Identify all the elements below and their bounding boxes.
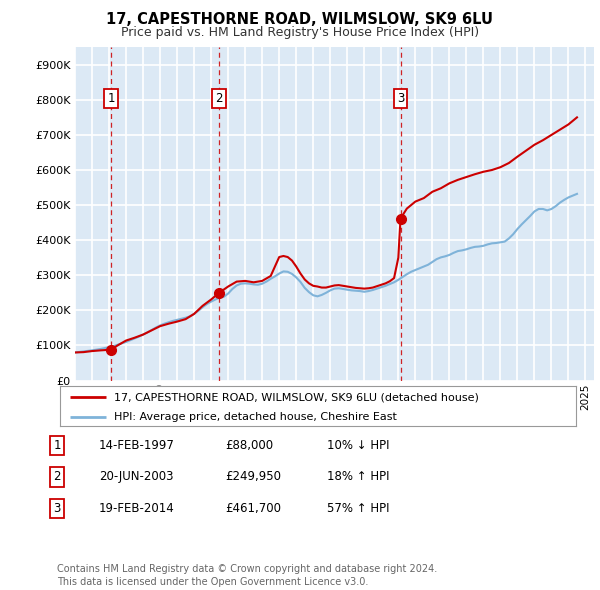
Text: 10% ↓ HPI: 10% ↓ HPI bbox=[327, 439, 389, 452]
Text: 2: 2 bbox=[53, 470, 61, 483]
Text: 57% ↑ HPI: 57% ↑ HPI bbox=[327, 502, 389, 515]
Text: 1: 1 bbox=[107, 93, 115, 106]
Text: 3: 3 bbox=[53, 502, 61, 515]
Text: 14-FEB-1997: 14-FEB-1997 bbox=[99, 439, 175, 452]
Text: Price paid vs. HM Land Registry's House Price Index (HPI): Price paid vs. HM Land Registry's House … bbox=[121, 26, 479, 39]
Text: 17, CAPESTHORNE ROAD, WILMSLOW, SK9 6LU: 17, CAPESTHORNE ROAD, WILMSLOW, SK9 6LU bbox=[107, 12, 493, 27]
Text: £461,700: £461,700 bbox=[225, 502, 281, 515]
Text: Contains HM Land Registry data © Crown copyright and database right 2024.
This d: Contains HM Land Registry data © Crown c… bbox=[57, 564, 437, 587]
Text: 17, CAPESTHORNE ROAD, WILMSLOW, SK9 6LU (detached house): 17, CAPESTHORNE ROAD, WILMSLOW, SK9 6LU … bbox=[114, 392, 479, 402]
Text: 3: 3 bbox=[397, 93, 404, 106]
Text: 20-JUN-2003: 20-JUN-2003 bbox=[99, 470, 173, 483]
Text: 1: 1 bbox=[53, 439, 61, 452]
Text: 2: 2 bbox=[215, 93, 223, 106]
Text: 18% ↑ HPI: 18% ↑ HPI bbox=[327, 470, 389, 483]
Text: £249,950: £249,950 bbox=[225, 470, 281, 483]
Text: £88,000: £88,000 bbox=[225, 439, 273, 452]
Text: 19-FEB-2014: 19-FEB-2014 bbox=[99, 502, 175, 515]
Text: HPI: Average price, detached house, Cheshire East: HPI: Average price, detached house, Ches… bbox=[114, 412, 397, 422]
